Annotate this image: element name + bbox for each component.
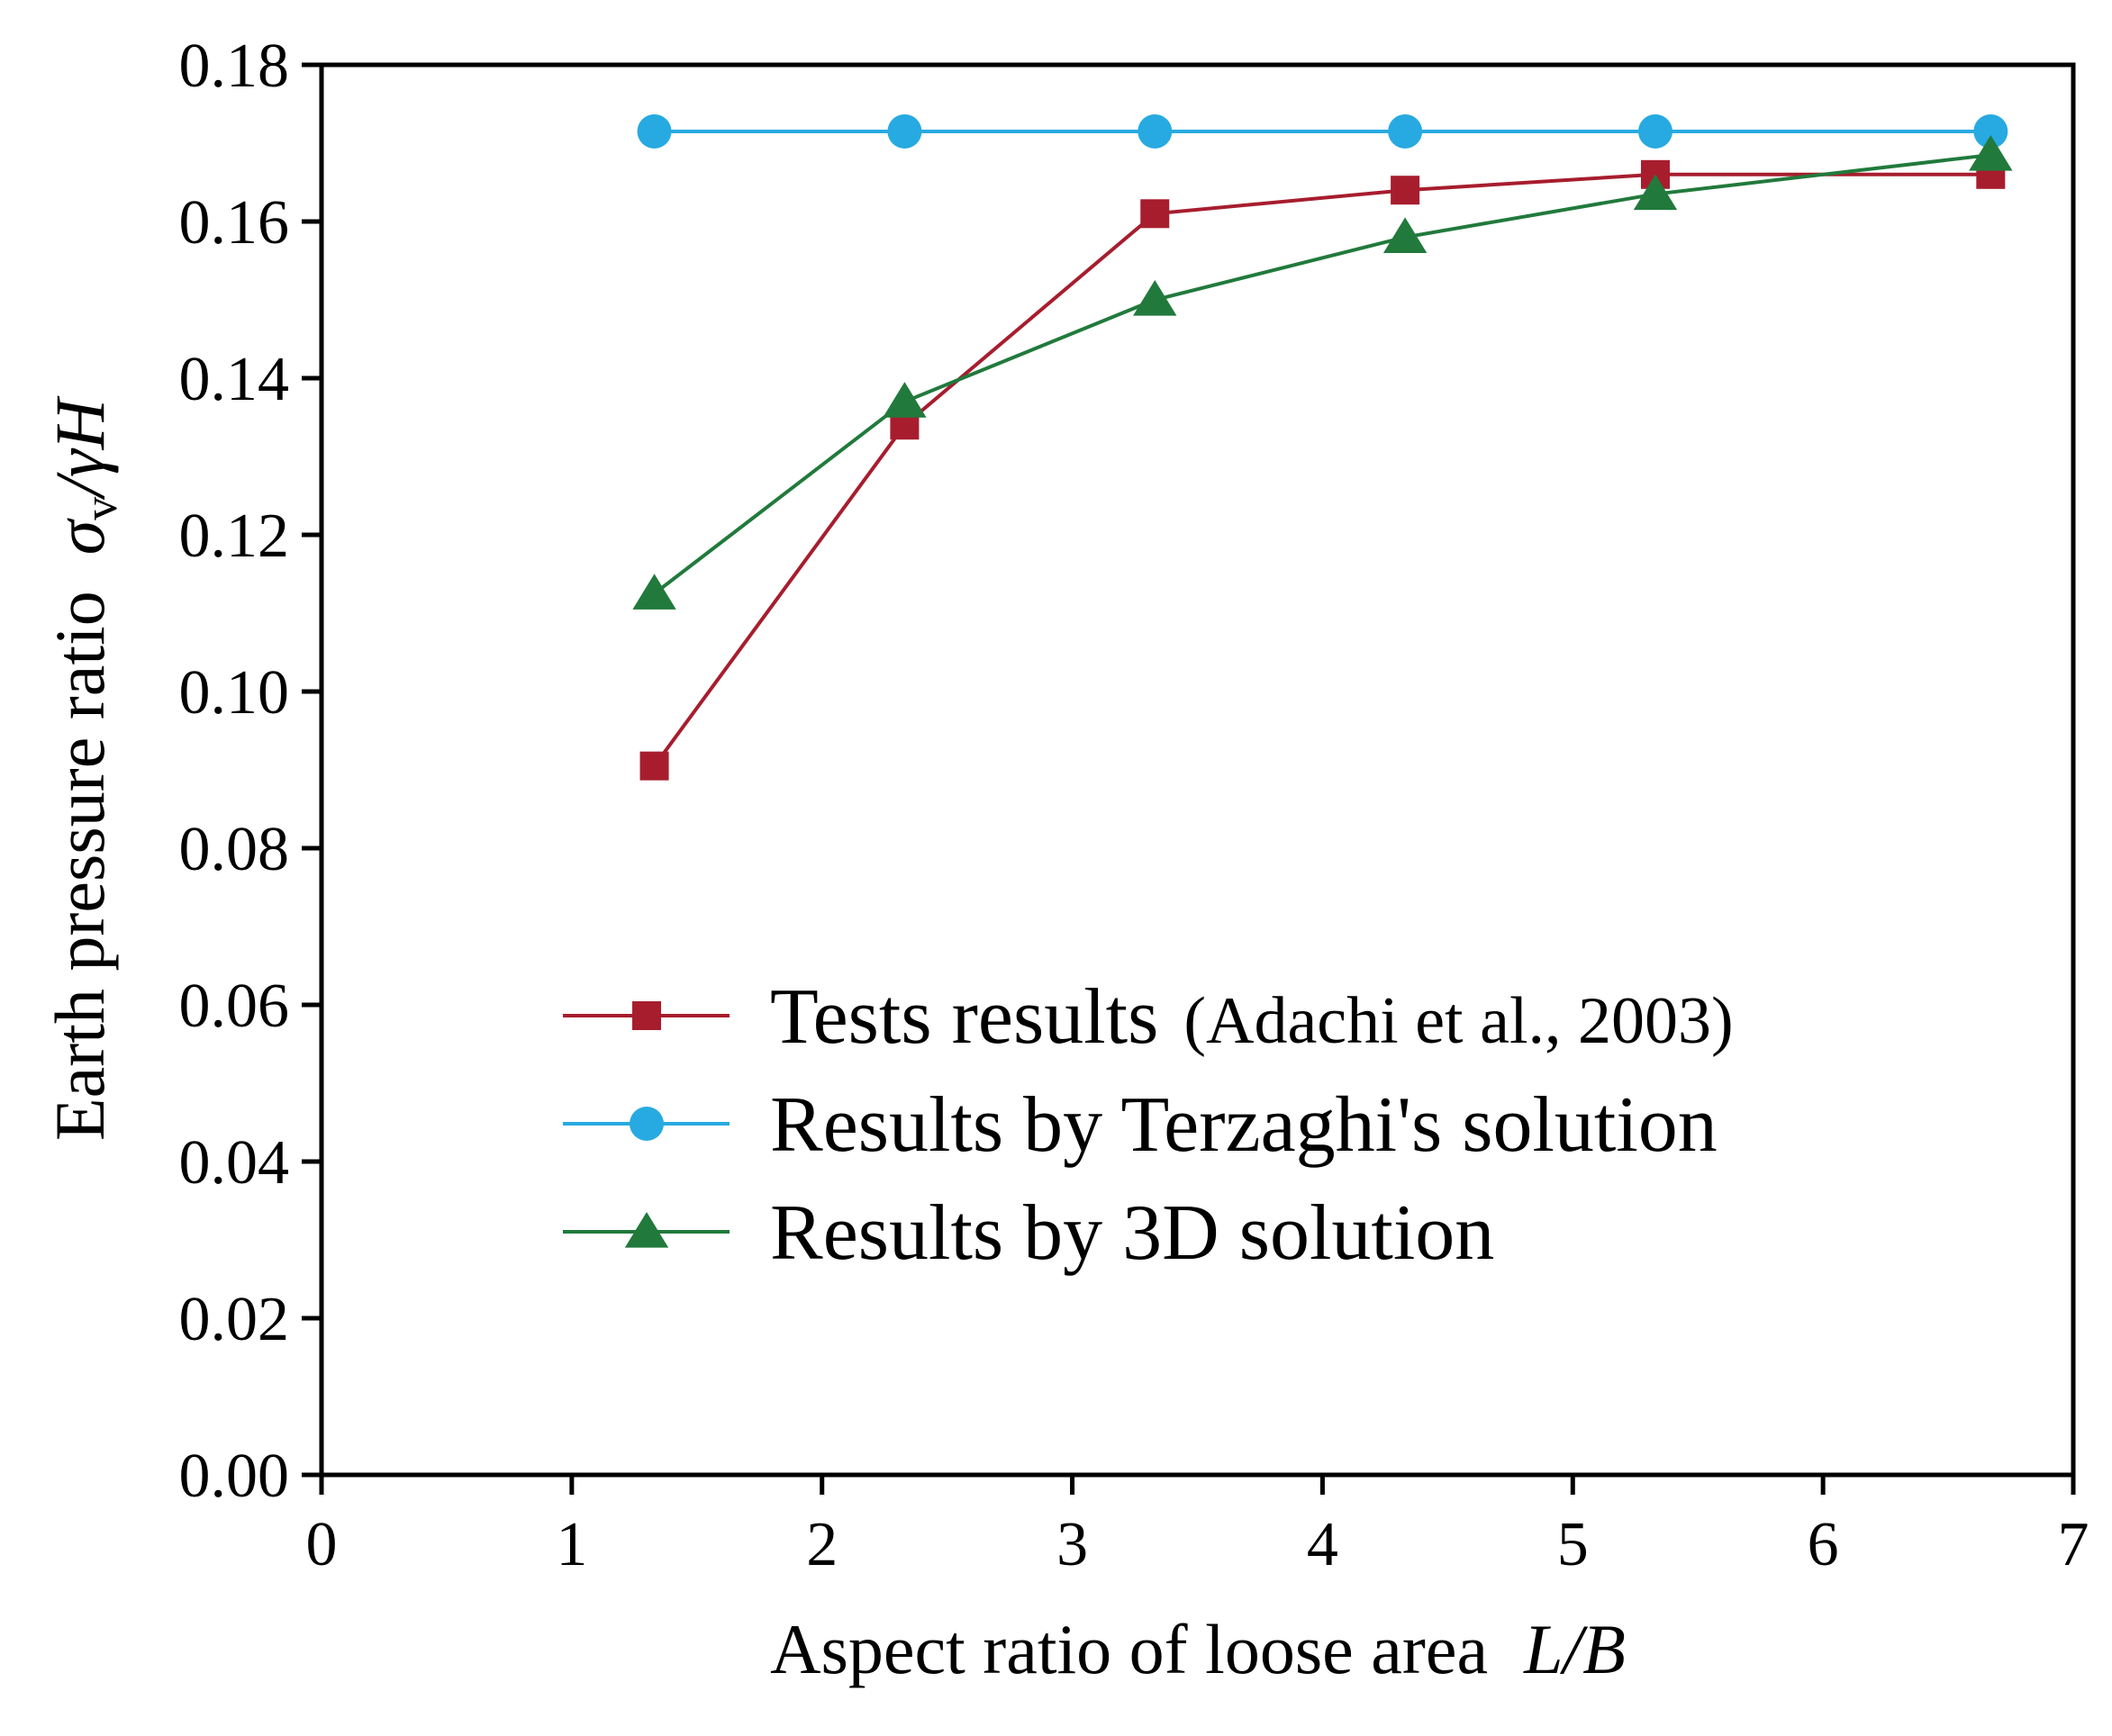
legend-label-name: Tests results <box>770 973 1158 1061</box>
legend-marker <box>630 1107 664 1141</box>
y-tick-label: 0.08 <box>179 815 290 884</box>
x-tick-label: 0 <box>306 1510 338 1579</box>
data-point <box>1138 113 1173 149</box>
y-tick-label: 0.14 <box>179 345 290 414</box>
y-axis-ticks: 0.00 0.02 0.04 0.06 0.08 0.10 0.12 0.14 0.16 0.18 <box>179 32 322 1511</box>
data-point <box>1969 135 2013 171</box>
y-tick-label: 0.18 <box>179 32 290 101</box>
y-tick-label: 0.16 <box>179 188 290 258</box>
series-circle <box>637 113 2008 149</box>
data-point <box>637 113 672 149</box>
data-point <box>1388 113 1423 149</box>
data-point <box>632 574 676 610</box>
series-line <box>653 153 1991 595</box>
x-axis-title: Aspect ratio of loose area L/B <box>770 1610 1626 1688</box>
x-tick-label: 3 <box>1056 1510 1088 1579</box>
data-point <box>1133 280 1177 316</box>
legend-entry: Results by 3D solution <box>563 1189 1494 1277</box>
series-line <box>652 172 1991 767</box>
legend-entry: Tests results (Adachi et al., 2003) <box>563 973 1734 1061</box>
legend-label: Tests results (Adachi et al., 2003) <box>770 973 1734 1061</box>
y-axis-title-text: Earth pressure ratio <box>41 591 119 1141</box>
series-triangle <box>632 135 2013 610</box>
legend-label-citation: (Adachi et al., 2003) <box>1183 984 1733 1058</box>
data-point <box>1637 113 1672 149</box>
legend-label: Results by 3D solution <box>770 1189 1494 1277</box>
legend-marker <box>632 1001 661 1030</box>
x-tick-label: 6 <box>1808 1510 1839 1579</box>
y-axis-title-sigma: σ <box>41 518 119 555</box>
legend-label-name: Results by 3D solution <box>770 1189 1494 1277</box>
series-square <box>639 159 2006 781</box>
y-tick-label: 0.02 <box>179 1285 290 1354</box>
legend-entry: Results by Terzaghi's solution <box>563 1081 1718 1169</box>
x-tick-label: 5 <box>1557 1510 1589 1579</box>
legend: Tests results (Adachi et al., 2003) Result… <box>563 973 1734 1277</box>
y-axis-title-denominator: /γH <box>41 395 119 500</box>
legend-label: Results by Terzaghi's solution <box>770 1081 1718 1169</box>
y-tick-label: 0.12 <box>179 502 290 571</box>
y-tick-label: 0.00 <box>179 1442 290 1511</box>
x-axis-title-variable: L/B <box>1523 1610 1626 1688</box>
y-axis-title-subscript: v <box>76 497 127 520</box>
x-tick-label: 2 <box>806 1510 838 1579</box>
data-point <box>1391 176 1420 205</box>
data-point <box>639 751 669 781</box>
x-axis-title-text: Aspect ratio of loose area <box>770 1610 1488 1688</box>
x-axis-ticks: 0 1 2 3 4 5 6 7 <box>306 1475 2089 1579</box>
data-point <box>883 382 927 418</box>
x-tick-label: 7 <box>2058 1510 2089 1579</box>
plot-frame <box>319 62 2076 1478</box>
data-point <box>1140 199 1170 229</box>
y-tick-label: 0.10 <box>179 658 290 728</box>
y-tick-label: 0.06 <box>179 972 290 1041</box>
data-point <box>887 113 922 149</box>
y-tick-label: 0.04 <box>179 1128 290 1198</box>
y-axis-title: Earth pressure ratio σv/γH <box>41 395 127 1141</box>
legend-label-name: Results by Terzaghi's solution <box>770 1081 1718 1169</box>
series-layer <box>632 113 2013 781</box>
legend-marker <box>624 1212 669 1248</box>
x-tick-label: 1 <box>556 1510 587 1579</box>
data-point <box>1973 113 2008 149</box>
data-point <box>1633 174 1678 211</box>
data-point <box>1382 217 1428 253</box>
x-tick-label: 4 <box>1307 1510 1338 1579</box>
